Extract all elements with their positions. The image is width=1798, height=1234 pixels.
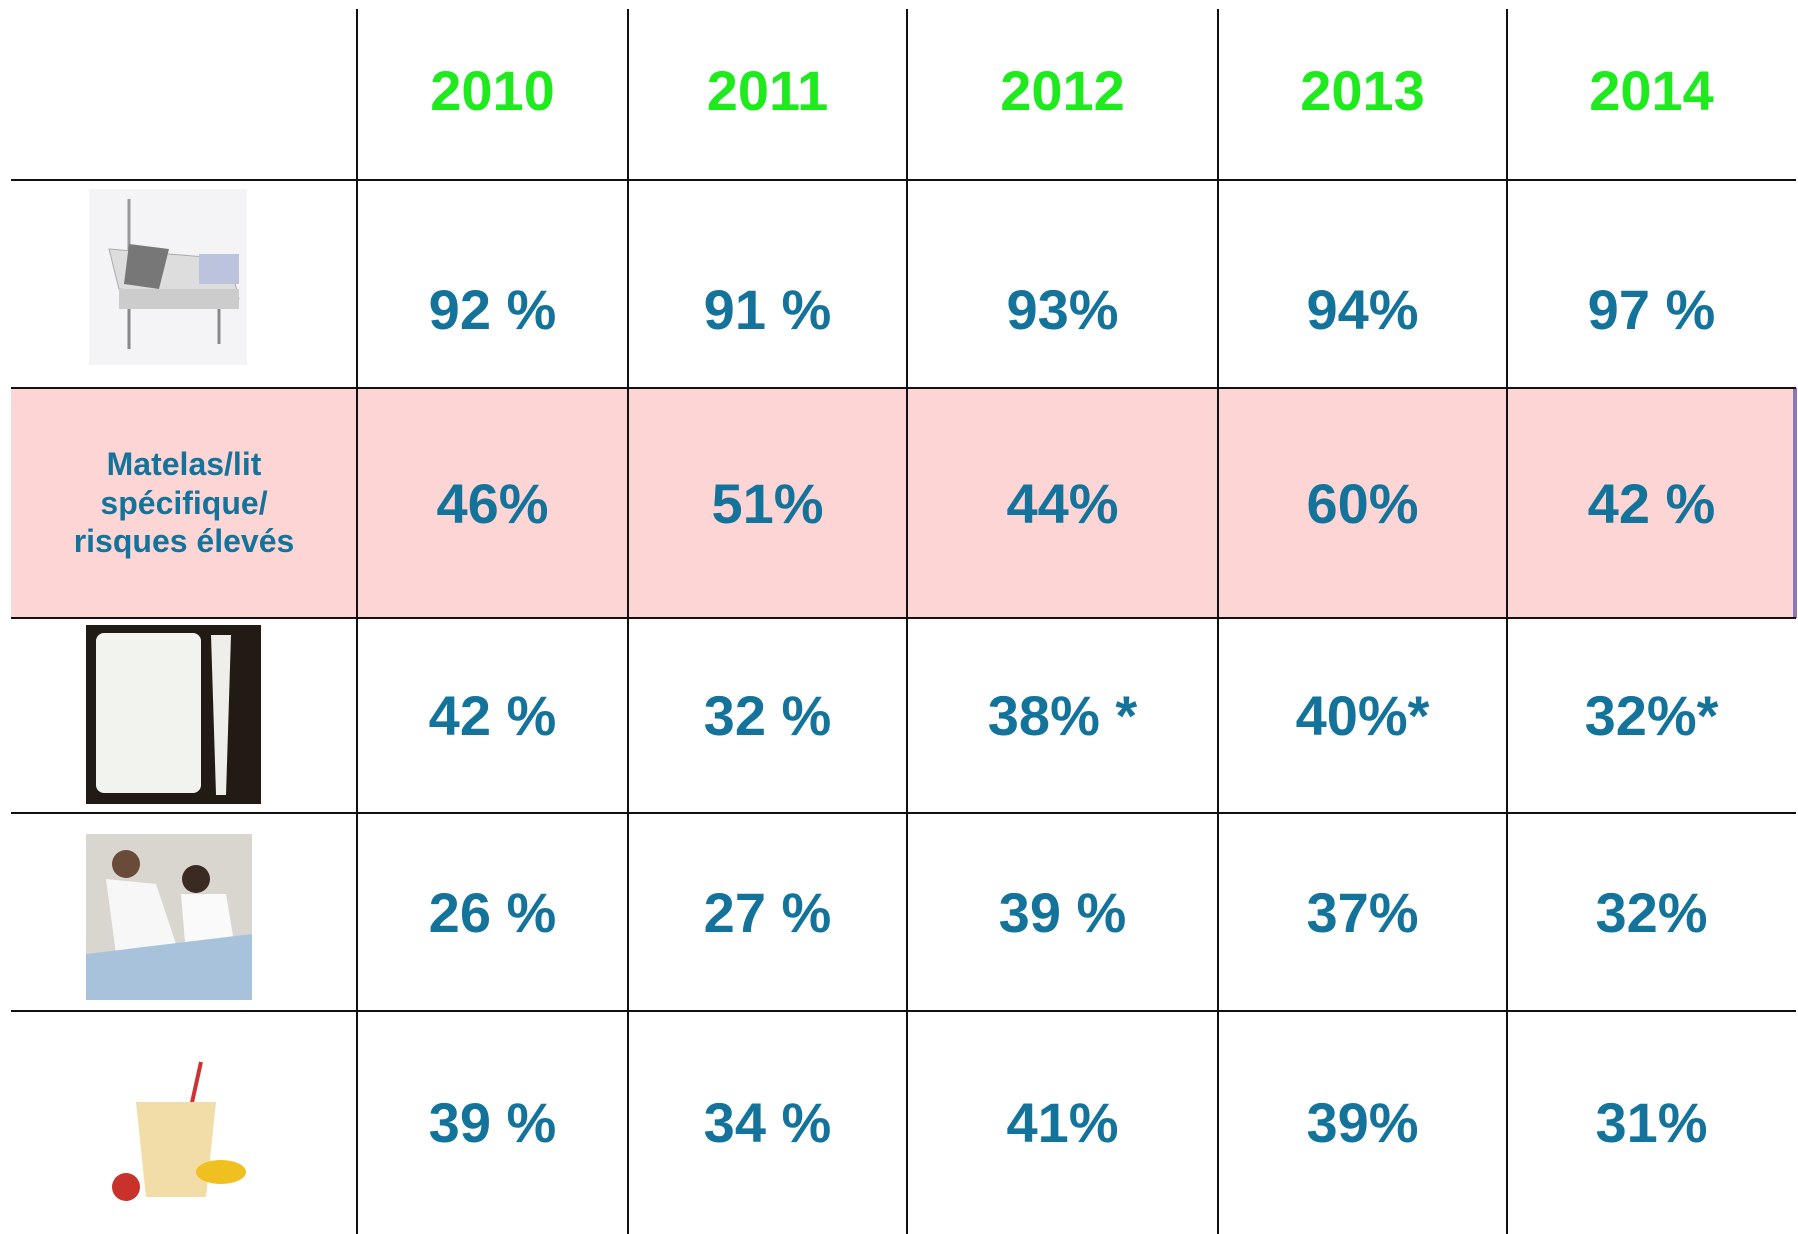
pillow-icon [86, 625, 261, 804]
value-cell: 44% [907, 388, 1218, 618]
year-header: 2011 [628, 0, 907, 180]
year-header: 2012 [907, 0, 1218, 180]
value-cell: 39 % [907, 813, 1218, 1011]
value-cell: 31% [1507, 1011, 1796, 1234]
nurses-icon [86, 834, 252, 1000]
value-cell: 37% [1218, 813, 1507, 1011]
value-cell: 40%* [1218, 618, 1507, 813]
year-header: 2014 [1507, 0, 1796, 180]
value-cell: 32% [1507, 813, 1796, 1011]
value-cell: 32%* [1507, 618, 1796, 813]
value-cell: 60% [1218, 388, 1507, 618]
value-cell: 91 % [628, 180, 907, 388]
value-cell: 32 % [628, 618, 907, 813]
value-cell: 93% [907, 180, 1218, 388]
value-cell: 42 % [357, 618, 628, 813]
smoothie-icon [101, 1057, 248, 1204]
value-cell: 51% [628, 388, 907, 618]
bed-icon [89, 189, 247, 365]
value-cell: 27 % [628, 813, 907, 1011]
value-cell: 39% [1218, 1011, 1507, 1234]
row-label: Matelas/lit spécifique/ risques élevés [11, 388, 357, 618]
value-cell: 39 % [357, 1011, 628, 1234]
year-header: 2010 [357, 0, 628, 180]
value-cell: 92 % [357, 180, 628, 388]
value-cell: 38% * [907, 618, 1218, 813]
page: (() => { const data = JSON.parse(documen… [0, 0, 1798, 1234]
year-header: 2013 [1218, 0, 1507, 180]
value-cell: 41% [907, 1011, 1218, 1234]
value-cell: 42 % [1507, 388, 1796, 618]
value-cell: 34 % [628, 1011, 907, 1234]
value-cell: 94% [1218, 180, 1507, 388]
value-cell: 26 % [357, 813, 628, 1011]
value-cell: 97 % [1507, 180, 1796, 388]
value-cell: 46% [357, 388, 628, 618]
